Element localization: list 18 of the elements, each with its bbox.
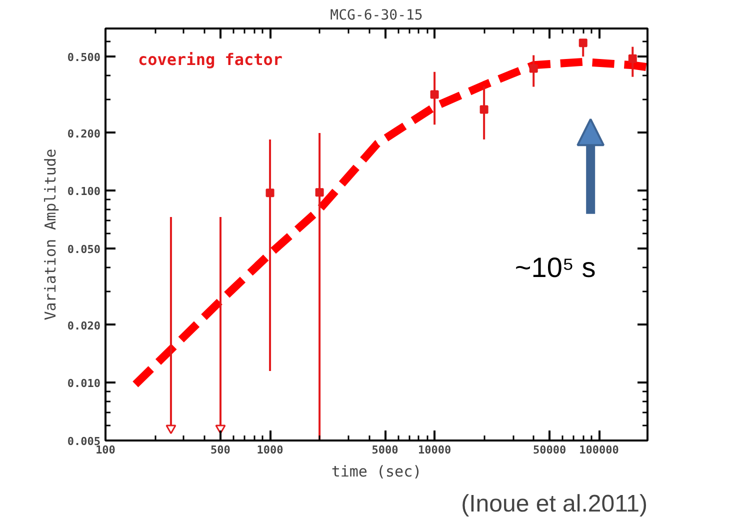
y-tick-label: 0.050 <box>67 243 101 256</box>
chart-title: MCG-6-30-15 <box>330 8 423 24</box>
y-tick-label: 0.100 <box>67 185 101 198</box>
y-tick-label: 0.200 <box>67 127 101 140</box>
x-tick-label: 500 <box>210 444 230 456</box>
text: covering factor <box>138 50 283 69</box>
x-tick-label: 50000 <box>532 444 566 456</box>
x-axis-title: time (sec) <box>331 462 422 480</box>
y-axis-title: Variation Amplitude <box>41 148 60 320</box>
text: (Inoue et al.2011) <box>461 490 648 518</box>
annotation: ~10⁵ s <box>514 252 596 283</box>
y-tick-label: 0.010 <box>67 377 101 390</box>
x-tick-label: 1000 <box>256 444 284 456</box>
x-tick-label: 5000 <box>372 444 398 456</box>
y-tick-label: 0.020 <box>67 319 101 332</box>
x-tick-label: 10000 <box>418 444 452 456</box>
x-tick-label: 100000 <box>579 444 619 456</box>
y-tick-label: 0.500 <box>67 51 101 64</box>
